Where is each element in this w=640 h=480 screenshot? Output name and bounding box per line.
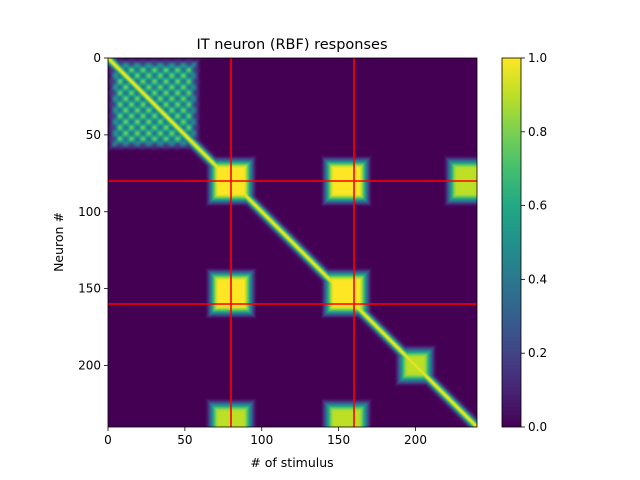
x-tick-label: 0 (104, 433, 112, 447)
chart-title: IT neuron (RBF) responses (196, 37, 387, 53)
y-tick-label: 150 (78, 282, 101, 296)
heatmap-area (108, 58, 477, 427)
plot-frame (107, 57, 478, 428)
reference-lines (108, 58, 477, 427)
x-axis-label: # of stimulus (250, 455, 333, 470)
colorbar-tick-label: 0.0 (528, 420, 547, 434)
x-tick-label: 200 (404, 433, 427, 447)
colorbar-tick-label: 0.8 (528, 125, 547, 139)
x-axis: 0 50 100 150 200 (104, 427, 427, 447)
y-axis-label: Neuron # (51, 212, 66, 272)
colorbar (501, 57, 522, 428)
heatmap-image (108, 58, 477, 427)
y-tick-label: 0 (93, 51, 101, 65)
colorbar-tick-label: 0.6 (528, 199, 547, 213)
colorbar-axis: 0.0 0.2 0.4 0.6 0.8 1.0 (521, 51, 547, 434)
y-axis: 0 50 100 150 200 (78, 51, 108, 373)
x-tick-label: 150 (327, 433, 350, 447)
x-tick-label: 50 (177, 433, 192, 447)
colorbar-tick-label: 1.0 (528, 51, 547, 65)
y-tick-label: 200 (78, 359, 101, 373)
y-tick-label: 100 (78, 205, 101, 219)
x-tick-label: 100 (250, 433, 273, 447)
colorbar-tick-label: 0.2 (528, 346, 547, 360)
y-tick-label: 50 (86, 128, 101, 142)
colorbar-tick-label: 0.4 (528, 272, 547, 286)
